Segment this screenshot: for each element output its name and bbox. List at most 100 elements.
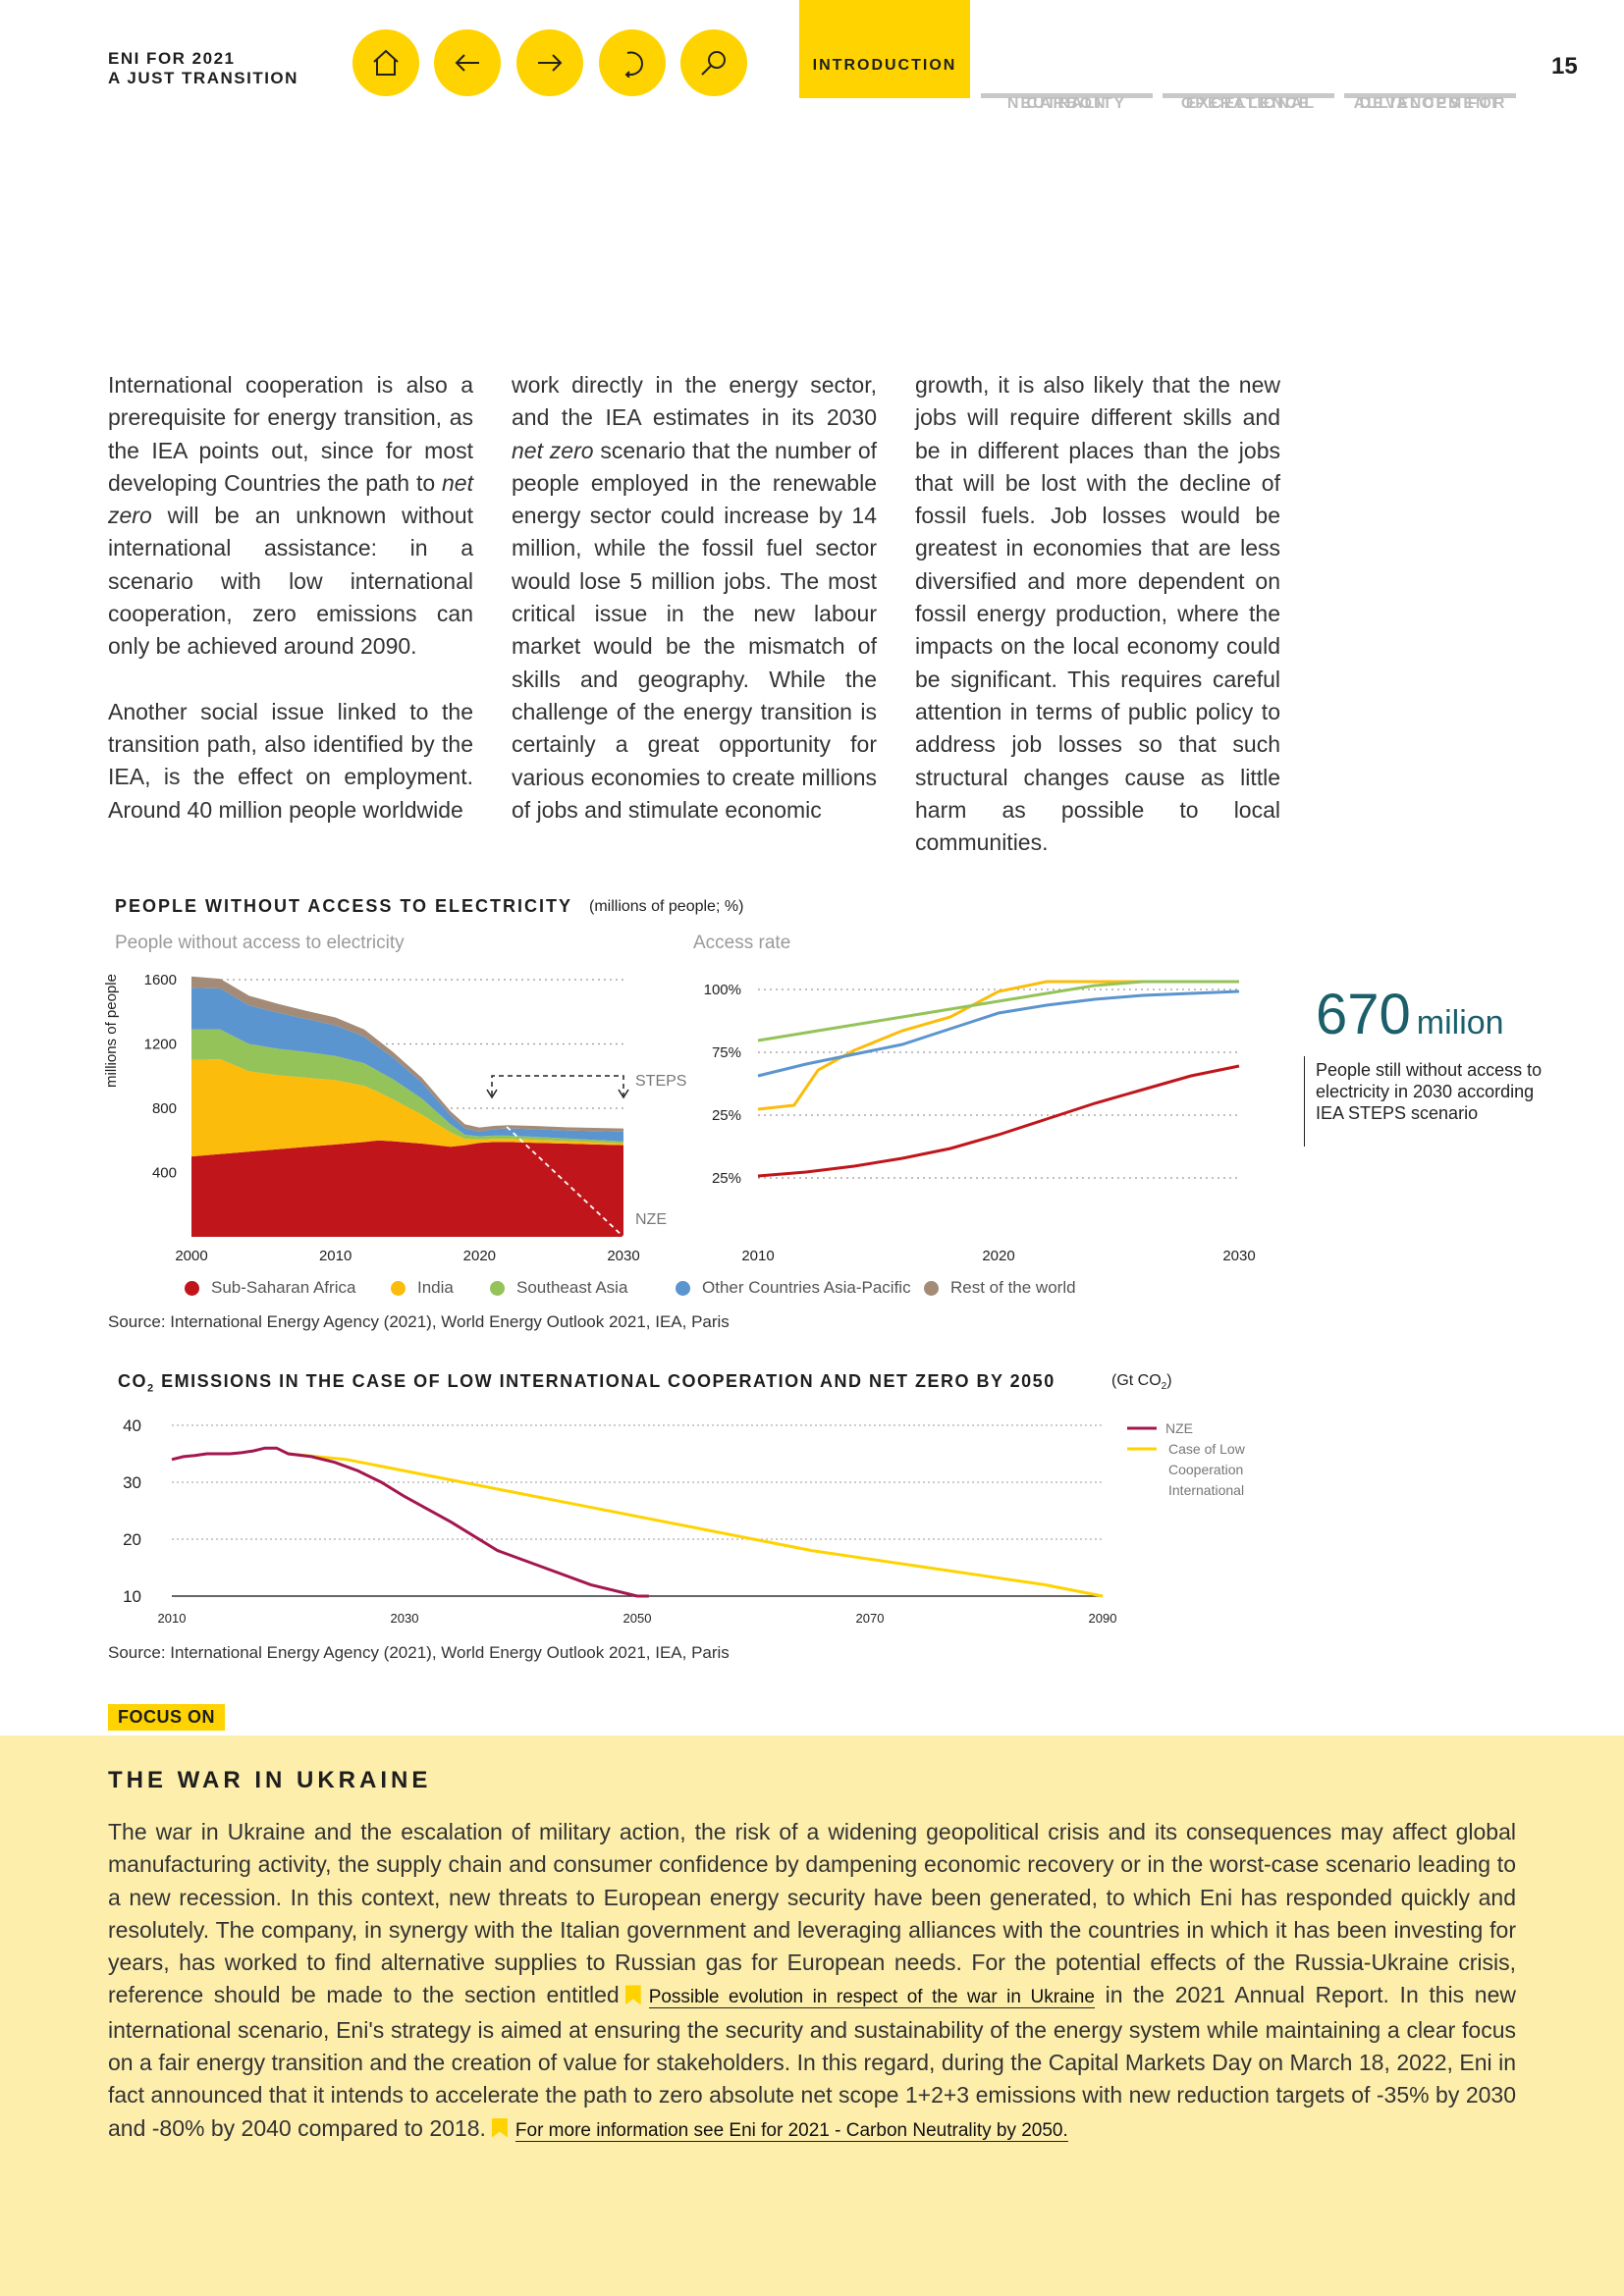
- y-tick-label: 25%: [712, 1107, 741, 1124]
- focus-text-run: The war in Ukraine and the escalation of…: [108, 1819, 1516, 2008]
- access-rate-line-chart: 25% 25% 75% 100% 2010 2020 2030: [704, 980, 1256, 1264]
- y-tick-label: 800: [152, 1100, 177, 1117]
- x-tick-label: 2030: [391, 1611, 419, 1626]
- legend-swatch: [490, 1280, 505, 1296]
- y-tick-label: 1600: [144, 972, 177, 988]
- home-button[interactable]: [352, 29, 419, 96]
- steps-arrow-left: [486, 1089, 498, 1099]
- x-tick-label: 2070: [856, 1611, 885, 1626]
- document-title: ENI FOR 2021 A JUST TRANSITION: [108, 49, 298, 88]
- line-series-nze: [171, 1446, 649, 1598]
- legend-swatch: [924, 1280, 939, 1296]
- x-tick-label: 2010: [741, 1248, 774, 1264]
- link-war-in-ukraine[interactable]: Possible evolution in respect of the war…: [648, 1987, 1095, 2009]
- x-tick-label: 2010: [158, 1611, 187, 1626]
- nze-trajectory: [493, 1113, 624, 1238]
- focus-title: THE WAR IN UKRAINE: [108, 1767, 432, 1793]
- paragraph: International cooperation is also a prer…: [108, 369, 473, 664]
- tab-operational-excellence[interactable]: OPERATIONAL EXCELLENCE: [1163, 0, 1334, 112]
- y-tick-label: 400: [152, 1165, 177, 1182]
- search-button[interactable]: [680, 29, 747, 96]
- stat-value: 670: [1316, 983, 1411, 1046]
- focus-badge: FOCUS ON: [108, 1704, 226, 1731]
- text-emphasis: net zero: [108, 469, 473, 529]
- legend-swatch: [676, 1280, 690, 1296]
- legend-label-low-1: Case of Low: [1168, 1441, 1246, 1457]
- chart1-title: PEOPLE WITHOUT ACCESS TO ELECTRICITY: [115, 896, 573, 916]
- line-series-sub-saharan-africa: [757, 1064, 1240, 1178]
- tab-carbon-line2: NEUTRALITY: [1006, 95, 1127, 112]
- legend-label-low-3: International: [1168, 1482, 1244, 1498]
- tab-operational-line1: OPERATIONAL: [1180, 95, 1317, 112]
- legend-label: Southeast Asia: [516, 1278, 628, 1297]
- home-icon: [373, 49, 399, 76]
- legend-item: Southeast Asia: [490, 1278, 627, 1298]
- arrow-right-icon: [538, 54, 563, 72]
- steps-arrow-right: [618, 1089, 629, 1099]
- area-series-rest-of-the-world: [191, 976, 623, 1132]
- chart2-unit-b: ): [1166, 1372, 1172, 1389]
- link-carbon-neutrality[interactable]: For more information see Eni for 2021 - …: [514, 2119, 1068, 2142]
- tab-introduction[interactable]: INTRODUCTION: [799, 0, 970, 98]
- focus-text-run: in the 2021 Annual Report. In this new i…: [108, 1982, 1516, 2141]
- chart2-title: CO2 EMISSIONS IN THE CASE OF LOW INTERNA…: [118, 1371, 1056, 1395]
- nze-label: NZE: [635, 1211, 667, 1228]
- y-tick-label: 75%: [712, 1044, 741, 1061]
- legend-swatch: [185, 1280, 199, 1296]
- paragraph: Another social issue linked to the trans…: [108, 698, 473, 823]
- document-title-line2: A JUST TRANSITION: [108, 69, 298, 87]
- text-run: International cooperation is also a prer…: [108, 372, 473, 496]
- legend-label: Rest of the world: [950, 1278, 1076, 1297]
- arrow-left-icon: [455, 54, 479, 72]
- document-title-line1: ENI FOR 2021: [108, 49, 236, 68]
- chart1-right-subtitle: Access rate: [693, 933, 791, 953]
- tab-alliances-line2: DEVELOPMENT: [1359, 95, 1501, 112]
- forward-button[interactable]: [516, 29, 583, 96]
- text-emphasis: net zero: [512, 437, 594, 463]
- steps-bracket: [491, 1075, 624, 1095]
- page-number: 15: [1551, 53, 1578, 80]
- area-series-other-countries-asia-pacific: [191, 988, 623, 1142]
- chart2-unit: (Gt CO2): [1111, 1372, 1172, 1392]
- focus-text: The war in Ukraine and the escalation of…: [108, 1816, 1516, 2147]
- legend-item: Rest of the world: [924, 1278, 1076, 1298]
- stat-description: People still without access to electrici…: [1316, 1060, 1543, 1123]
- x-tick-label: 2030: [1222, 1248, 1255, 1264]
- x-tick-label: 2020: [463, 1248, 496, 1264]
- undo-button[interactable]: [599, 29, 666, 96]
- focus-panel: [0, 1735, 1624, 2296]
- text-column-3: growth, it is also likely that the new j…: [915, 369, 1280, 891]
- legend-label: India: [417, 1278, 454, 1297]
- electricity-access-area-chart: millions of people 400 800 1200 1600 2000 201…: [103, 972, 686, 1264]
- area-series-india: [191, 1059, 623, 1157]
- line-series-low-cooperation: [288, 1452, 1104, 1598]
- line-series-other-countries-asia-pacific: [757, 989, 1240, 1078]
- area-series-sub-saharan-africa: [191, 1140, 623, 1237]
- text-run: will be an unknown without international…: [108, 503, 473, 660]
- back-button[interactable]: [434, 29, 501, 96]
- legend-swatch: [391, 1280, 406, 1296]
- stat-divider: [1304, 1056, 1305, 1147]
- y-tick-label: 40: [123, 1416, 141, 1435]
- chart2-title-co: CO: [118, 1371, 147, 1391]
- tab-carbon-neutrality[interactable]: CARBON NEUTRALITY: [981, 0, 1153, 112]
- y-tick-label: 10: [123, 1587, 141, 1606]
- tab-introduction-label: INTRODUCTION: [812, 57, 957, 74]
- x-tick-label: 2050: [623, 1611, 652, 1626]
- legend-item: Other Countries Asia-Pacific: [676, 1278, 911, 1298]
- line-series-southeast-asia: [757, 980, 1239, 1042]
- chart2-source: Source: International Energy Agency (202…: [108, 1643, 730, 1662]
- paragraph: work directly in the energy sector, and …: [512, 369, 877, 827]
- chart2-title-rest: EMISSIONS IN THE CASE OF LOW INTERNATION…: [154, 1371, 1056, 1391]
- undo-icon: [624, 51, 644, 78]
- tab-alliances-for-development[interactable]: ALLIANCES FOR DEVELOPMENT: [1344, 0, 1516, 112]
- stat-highlight: 670 milion: [1316, 982, 1504, 1047]
- text-column-1: International cooperation is also a prer…: [108, 369, 473, 859]
- legend-label-low-2: Cooperation: [1168, 1462, 1243, 1477]
- y-axis-label: millions of people: [103, 974, 120, 1088]
- legend-label-nze: NZE: [1165, 1420, 1193, 1436]
- y-tick-label: 100%: [704, 982, 741, 998]
- legend-item: Sub-Saharan Africa: [185, 1278, 355, 1298]
- y-tick-label: 30: [123, 1473, 141, 1492]
- text-column-2: work directly in the energy sector, and …: [512, 369, 877, 859]
